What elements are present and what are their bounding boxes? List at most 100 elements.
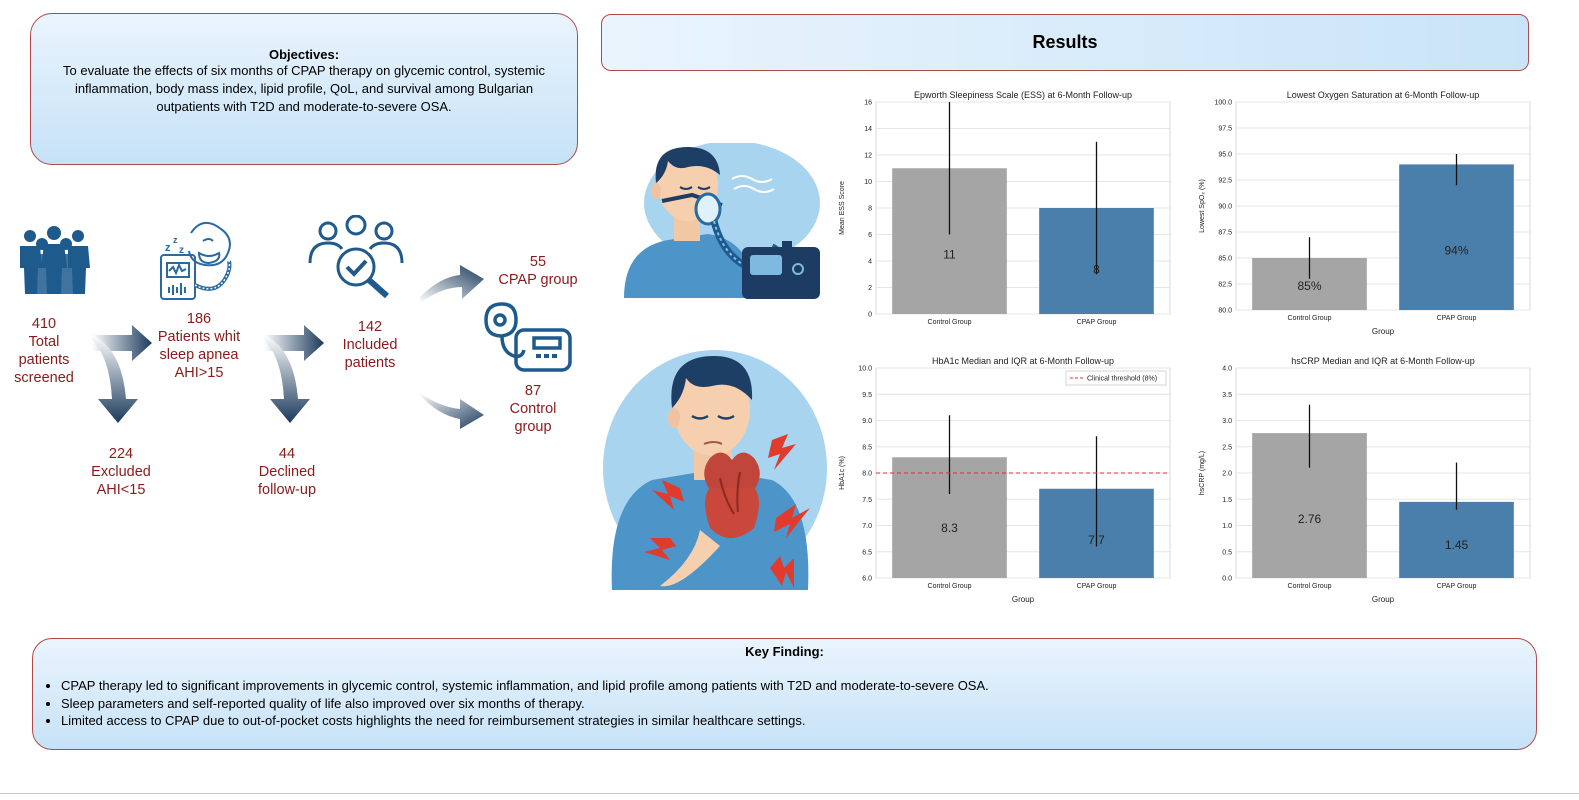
flow-included-count: 142 bbox=[357, 319, 383, 335]
y-tick-label: 4 bbox=[868, 259, 872, 266]
objectives-title: Objectives: bbox=[268, 47, 340, 62]
y-tick-label: 7.0 bbox=[862, 523, 872, 530]
data-label: 11 bbox=[943, 248, 956, 262]
y-tick-label: 12 bbox=[864, 153, 872, 160]
flow-control-l1: Control bbox=[509, 401, 557, 417]
flow-sleep-apnea-l1: Patients whit bbox=[157, 329, 241, 345]
legend-box bbox=[1065, 370, 1167, 386]
flow-screened: 410 Total patients screened bbox=[4, 315, 84, 387]
chart-title: Lowest Oxygen Saturation at 6-Month Foll… bbox=[1287, 90, 1480, 100]
x-tick-label: Control Group bbox=[928, 319, 972, 326]
legend: Clinical threshold (8%) bbox=[1065, 370, 1167, 386]
flow-excluded-l2: AHI<15 bbox=[96, 482, 146, 498]
data-label: 85% bbox=[1297, 279, 1321, 293]
flow-included: 142 Included patients bbox=[330, 318, 410, 372]
x-tick-label: Control Group bbox=[928, 583, 972, 590]
y-tick-label: 16 bbox=[864, 100, 872, 107]
svg-text:z: z bbox=[179, 245, 184, 256]
spo2-chart: Lowest Oxygen Saturation at 6-Month Foll… bbox=[1199, 90, 1531, 336]
y-tick-label: 8.5 bbox=[862, 444, 872, 451]
y-tick-label: 8 bbox=[868, 206, 872, 213]
key-finding-bullet: Limited access to CPAP due to out-of-poc… bbox=[61, 712, 1536, 730]
x-axis-label: Group bbox=[1372, 595, 1395, 604]
y-tick-label: 3.0 bbox=[1222, 418, 1232, 425]
objectives-panel: Objectives: To evaluate the effects of s… bbox=[30, 13, 578, 165]
y-tick-label: 85.0 bbox=[1218, 256, 1232, 263]
cpap-machine-icon bbox=[484, 302, 572, 372]
flow-control: 87 Control group bbox=[492, 382, 574, 436]
flow-cpap-l1: CPAP group bbox=[498, 272, 578, 288]
y-tick-label: 80.0 bbox=[1218, 308, 1232, 315]
heart-pain-illustration bbox=[603, 350, 827, 590]
arrow-down-right bbox=[420, 393, 484, 429]
x-axis-label: Group bbox=[1012, 595, 1035, 604]
x-tick-label: CPAP Group bbox=[1437, 583, 1477, 590]
y-tick-label: 6.0 bbox=[862, 576, 872, 583]
sleep-apnea-device-icon: z z z bbox=[160, 222, 232, 300]
flow-screened-l3: screened bbox=[14, 370, 74, 386]
flow-declined-count: 44 bbox=[278, 446, 296, 462]
flow-declined-l1: Declined bbox=[258, 464, 316, 480]
flow-screened-l1: Total bbox=[28, 334, 60, 350]
y-tick-label: 6 bbox=[868, 232, 872, 239]
key-finding-list: CPAP therapy led to significant improvem… bbox=[33, 677, 1536, 730]
data-label: 2.76 bbox=[1298, 512, 1322, 526]
selection-magnifier-icon bbox=[308, 215, 404, 299]
hscrp-chart: hsCRP Median and IQR at 6-Month Follow-u… bbox=[1199, 356, 1531, 604]
y-tick-label: 82.5 bbox=[1218, 282, 1232, 289]
y-tick-label: 87.5 bbox=[1218, 230, 1232, 237]
y-axis-label: hsCRP (mg/L) bbox=[1199, 451, 1206, 495]
y-axis-label: HbA1c (%) bbox=[839, 456, 846, 490]
y-tick-label: 1.0 bbox=[1222, 523, 1232, 530]
data-label: 94% bbox=[1444, 244, 1468, 258]
flow-declined: 44 Declined follow-up bbox=[242, 445, 332, 499]
flow-excluded-l1: Excluded bbox=[91, 464, 151, 480]
y-tick-label: 0.5 bbox=[1222, 549, 1232, 556]
y-tick-label: 95.0 bbox=[1218, 152, 1232, 159]
flow-control-l2: group bbox=[514, 419, 552, 435]
y-axis-label: Mean ESS Score bbox=[839, 181, 846, 235]
y-tick-label: 3.5 bbox=[1222, 392, 1232, 399]
key-finding-bullet: CPAP therapy led to significant improvem… bbox=[61, 677, 1536, 695]
flow-arrows bbox=[92, 265, 484, 429]
flow-sleep-apnea-l2: sleep apnea bbox=[159, 347, 239, 363]
page-bottom-rule bbox=[0, 793, 1579, 794]
flow-sleep-apnea-count: 186 bbox=[186, 311, 212, 327]
key-finding-title: Key Finding: bbox=[745, 644, 824, 659]
flow-included-l2: patients bbox=[344, 355, 396, 371]
y-tick-label: 10.0 bbox=[858, 366, 872, 373]
flow-excluded-count: 224 bbox=[108, 446, 134, 462]
y-tick-label: 7.5 bbox=[862, 497, 872, 504]
y-tick-label: 14 bbox=[864, 126, 872, 133]
key-finding-bullet: Sleep parameters and self-reported quali… bbox=[61, 695, 1536, 713]
flow-control-count: 87 bbox=[524, 383, 542, 399]
data-label: 8.3 bbox=[941, 521, 958, 535]
y-axis-label: Lowest SpO₂ (%) bbox=[1199, 179, 1206, 233]
x-tick-label: CPAP Group bbox=[1077, 583, 1117, 590]
legend-label: Clinical threshold (8%) bbox=[1087, 376, 1157, 383]
people-group-icon bbox=[20, 226, 90, 294]
flow-cpap: 55 CPAP group bbox=[492, 253, 584, 289]
y-tick-label: 92.5 bbox=[1218, 178, 1232, 185]
x-tick-label: CPAP Group bbox=[1437, 315, 1477, 322]
x-axis-label: Group bbox=[1372, 327, 1395, 336]
x-tick-label: CPAP Group bbox=[1077, 319, 1117, 326]
arrow-down-2 bbox=[264, 335, 310, 423]
flow-sleep-apnea: 186 Patients whit sleep apnea AHI>15 bbox=[144, 310, 254, 382]
y-tick-label: 97.5 bbox=[1218, 126, 1232, 133]
flow-declined-l2: follow-up bbox=[257, 482, 317, 498]
arrow-down-1 bbox=[92, 335, 138, 423]
arrow-up-right bbox=[420, 265, 484, 303]
flow-included-l1: Included bbox=[342, 337, 398, 353]
flow-excluded: 224 Excluded AHI<15 bbox=[76, 445, 166, 499]
y-tick-label: 100.0 bbox=[1214, 100, 1232, 107]
y-tick-label: 6.5 bbox=[862, 549, 872, 556]
results-title: Results bbox=[1032, 32, 1098, 52]
chart-title: hsCRP Median and IQR at 6-Month Follow-u… bbox=[1291, 356, 1474, 366]
y-tick-label: 9.5 bbox=[862, 392, 872, 399]
svg-text:z: z bbox=[173, 235, 178, 245]
key-finding-panel: Key Finding: CPAP therapy led to signifi… bbox=[32, 638, 1537, 750]
y-tick-label: 2.0 bbox=[1222, 471, 1232, 478]
y-tick-label: 2 bbox=[868, 285, 872, 292]
y-tick-label: 0.0 bbox=[1222, 576, 1232, 583]
